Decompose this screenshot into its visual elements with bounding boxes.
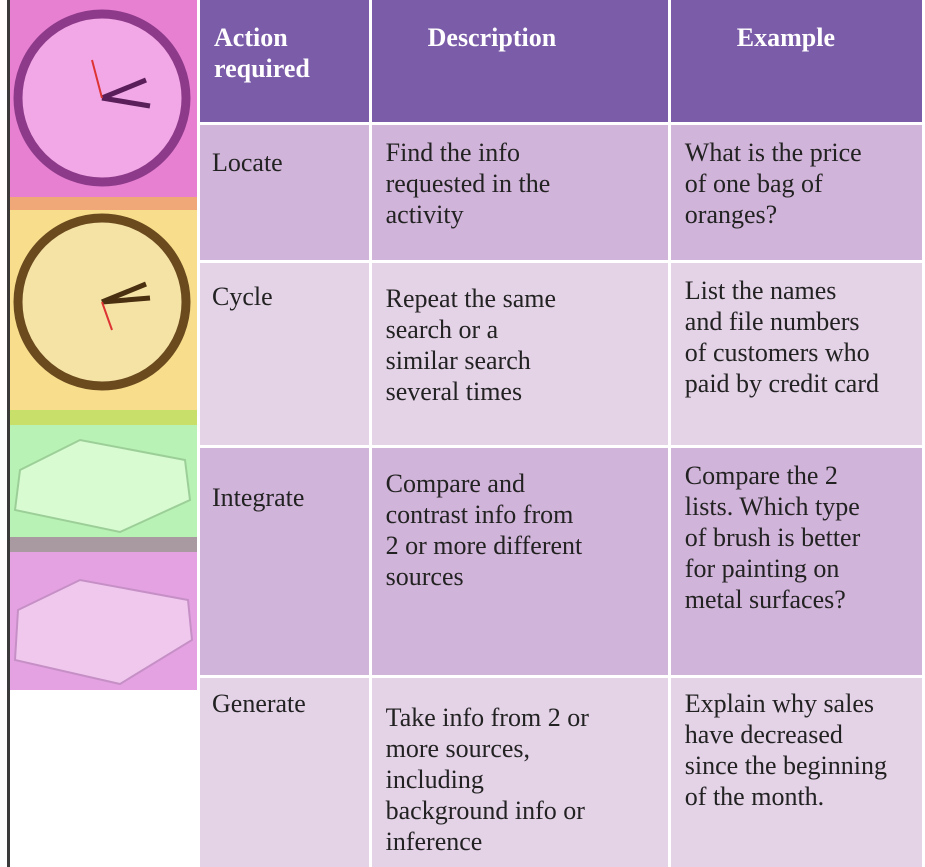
table-cell: Explain why sales have decreased since the…: [670, 678, 922, 867]
cell-line: Compare and: [385, 469, 525, 498]
cell-line: have decreased: [684, 720, 843, 749]
cell-line: background info or: [385, 796, 585, 825]
cell-line: sources: [385, 562, 464, 591]
cell-line: and file numbers: [684, 307, 860, 336]
cell-line: Repeat the same: [385, 284, 556, 313]
cell-line: several times: [385, 377, 523, 406]
table-cell: Locate: [200, 125, 369, 260]
table-row: Cycle Repeat the same search or a similar s…: [200, 263, 922, 445]
table-cell: Cycle: [200, 263, 369, 445]
cell-line: since the beginning: [684, 751, 887, 780]
table-cell: Repeat the same search or a similar search…: [371, 263, 668, 445]
cell-line: Description: [427, 23, 557, 52]
cell-line: Cycle: [212, 282, 273, 311]
cell-line: Integrate: [212, 483, 305, 512]
header-cell: Action required: [200, 0, 369, 122]
table-cell: List the names and file numbers of custome…: [670, 263, 922, 445]
cell-line: Generate: [212, 689, 306, 718]
table-cell: Integrate: [200, 448, 369, 675]
cell-line: Take info from 2 or: [385, 703, 589, 732]
border-line: [7, 0, 10, 867]
table-row: Integrate Compare and contrast info from 2 …: [200, 448, 922, 675]
table-cell: Compare the 2 lists. Which type of brush i…: [670, 448, 922, 675]
table-row: Locate Find the info requested in the activ…: [200, 125, 922, 260]
header-cell: Example: [670, 0, 922, 122]
table-cell: Generate: [200, 678, 369, 867]
cell-line: activity: [385, 200, 464, 229]
cell-line: required: [214, 54, 310, 83]
cell-line: Compare the 2: [684, 461, 838, 490]
table-cell: Find the info requested in the activity: [371, 125, 668, 260]
table-cell: Compare and contrast info from 2 or more d…: [371, 448, 668, 675]
cell-line: inference: [385, 827, 483, 856]
cell-line: of one bag of: [684, 169, 823, 198]
header-row: Action required Description Example: [200, 0, 922, 122]
table-row: Generate Take info from 2 or more sources,…: [200, 678, 922, 867]
table: Action required Description Example Locate Fi…: [197, 0, 925, 867]
table-cell: What is the price of one bag of oranges?: [670, 125, 922, 260]
header-cell: Description: [371, 0, 668, 122]
table-cell: Take info from 2 or more sources, includin…: [371, 678, 668, 867]
cell-line: What is the price: [684, 138, 862, 167]
cell-line: lists. Which type: [684, 492, 860, 521]
cell-line: including: [385, 765, 484, 794]
cell-line: similar search: [385, 346, 531, 375]
cell-line: contrast info from: [385, 500, 574, 529]
cell-line: Explain why sales: [684, 689, 874, 718]
cell-line: paid by credit card: [684, 369, 879, 398]
cell-line: Locate: [212, 148, 283, 177]
cell-line: more sources,: [385, 734, 531, 763]
cell-line: of customers who: [684, 338, 870, 367]
cell-line: requested in the: [385, 169, 551, 198]
cell-line: Find the info: [385, 138, 520, 167]
side-images: [10, 0, 197, 690]
cell-line: oranges?: [684, 200, 778, 229]
cell-line: Action: [214, 23, 288, 52]
cell-line: search or a: [385, 315, 499, 344]
cell-line: for painting on: [684, 554, 840, 583]
cell-line: List the names: [684, 276, 837, 305]
cell-line: 2 or more different: [385, 531, 583, 560]
cell-line: metal surfaces?: [684, 585, 846, 614]
cell-line: of brush is better: [684, 523, 861, 552]
cell-line: of the month.: [684, 782, 825, 811]
cell-line: Example: [736, 23, 836, 52]
